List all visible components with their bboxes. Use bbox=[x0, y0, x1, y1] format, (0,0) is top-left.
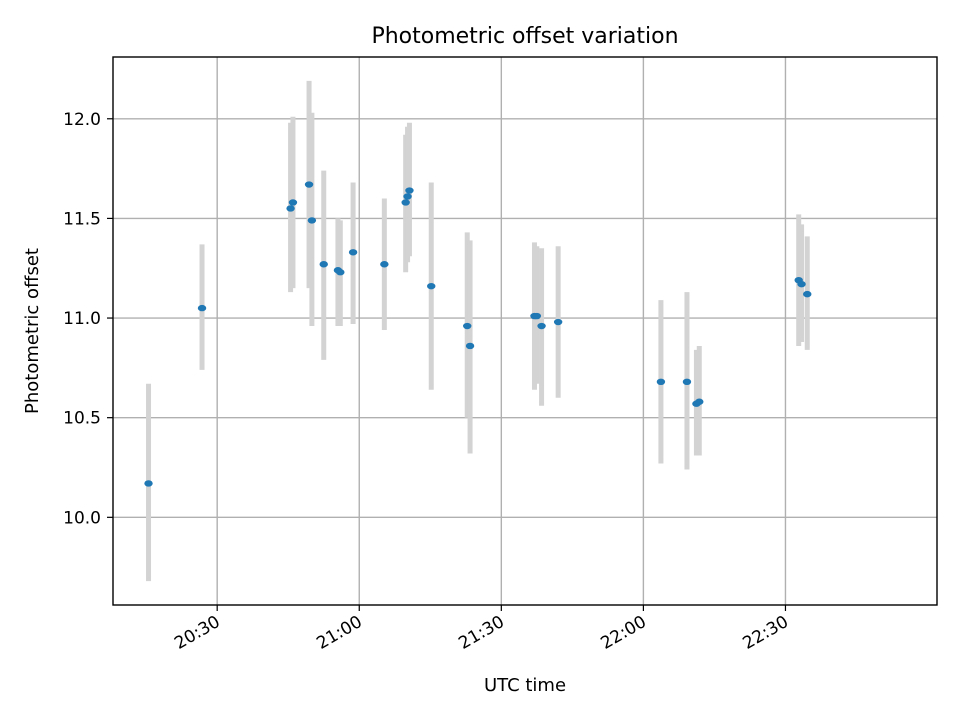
error-bar-layer bbox=[146, 80, 810, 582]
data-point bbox=[465, 342, 475, 350]
grid-layer bbox=[113, 57, 937, 605]
data-point bbox=[286, 205, 295, 212]
data-point bbox=[403, 193, 412, 200]
data-point bbox=[319, 261, 328, 268]
x-tick-label: 20:30 bbox=[171, 612, 223, 654]
data-point bbox=[380, 261, 389, 268]
x-tick-label: 22:30 bbox=[740, 612, 792, 654]
data-point bbox=[307, 217, 317, 224]
data-point bbox=[405, 187, 414, 194]
data-point bbox=[656, 378, 666, 386]
y-axis-label: Photometric offset bbox=[22, 248, 43, 414]
x-tick-label: 21:00 bbox=[313, 612, 365, 654]
x-tick-label: 21:30 bbox=[455, 612, 507, 654]
data-point bbox=[682, 378, 692, 386]
data-point bbox=[427, 282, 436, 290]
y-tick-label: 11.0 bbox=[63, 309, 101, 329]
point-layer bbox=[144, 181, 812, 487]
data-point bbox=[537, 322, 546, 330]
data-point bbox=[532, 312, 542, 320]
data-point bbox=[797, 280, 806, 288]
y-tick-label: 10.0 bbox=[63, 508, 101, 528]
y-tick-label: 10.5 bbox=[63, 409, 101, 429]
chart-title: Photometric offset variation bbox=[371, 24, 678, 49]
data-point bbox=[197, 304, 207, 312]
tick-layer: 20:30 21:00 21:30 22:00 22:30 10.0 10.5 11.0 11.… bbox=[63, 110, 792, 654]
data-point bbox=[348, 249, 358, 256]
plot-frame bbox=[112, 56, 938, 606]
data-point bbox=[401, 199, 410, 206]
data-point bbox=[803, 290, 812, 298]
data-point bbox=[463, 322, 472, 330]
y-tick-label: 12.0 bbox=[63, 110, 101, 130]
data-point bbox=[144, 480, 153, 487]
x-axis-label: UTC time bbox=[484, 675, 566, 696]
data-point bbox=[336, 269, 345, 276]
y-tick-label: 11.5 bbox=[63, 209, 101, 229]
x-tick-label: 22:00 bbox=[597, 612, 649, 654]
data-point bbox=[695, 398, 704, 405]
data-point bbox=[553, 318, 563, 326]
data-point bbox=[288, 199, 298, 206]
data-point bbox=[304, 181, 314, 188]
